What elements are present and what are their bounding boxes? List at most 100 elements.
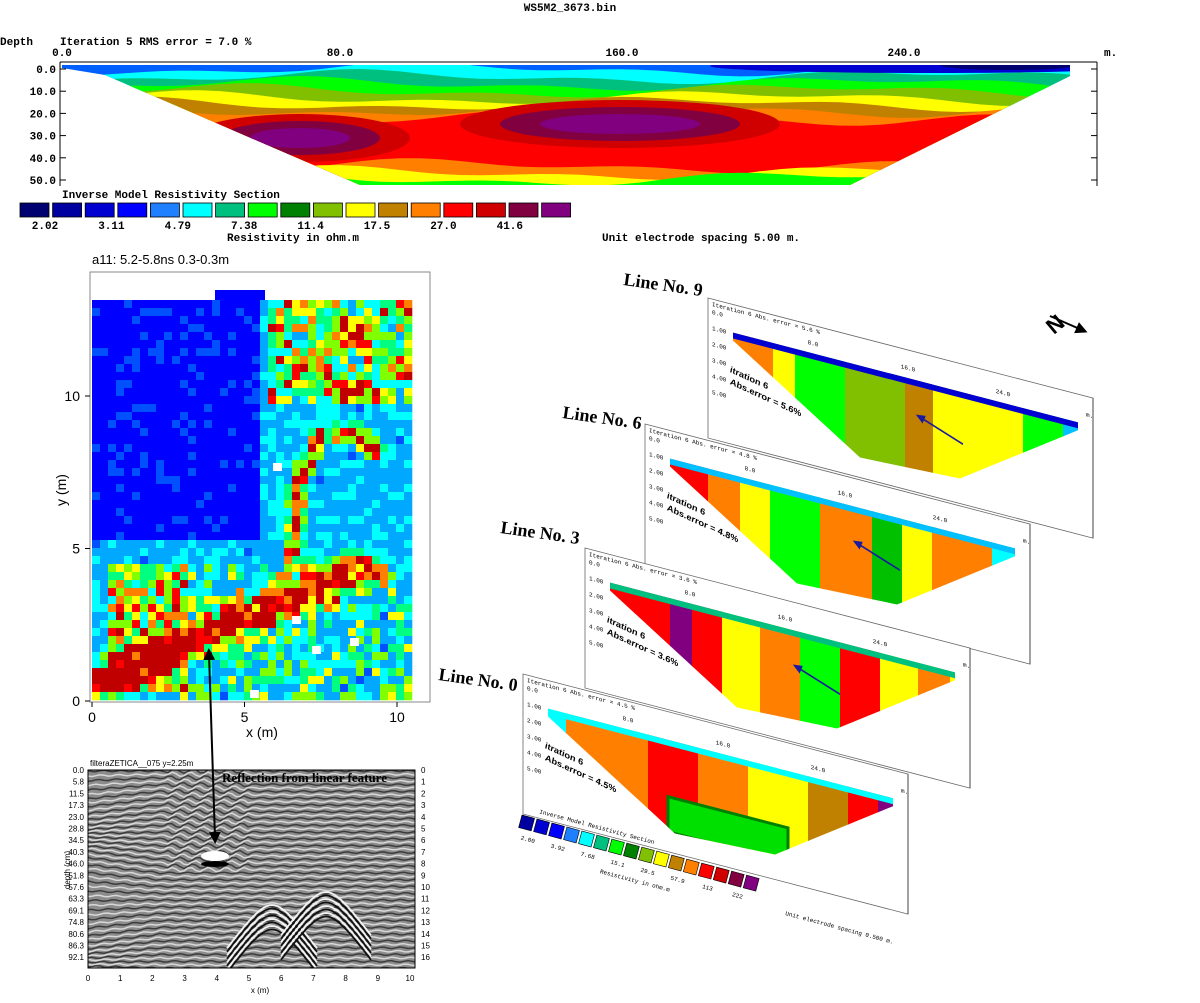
slice-cell [324,388,333,397]
slice-cell [148,356,157,365]
slice-cell [332,628,341,637]
slice-cell [220,308,229,317]
iteration-text: Iteration 5 RMS error = 7.0 % [60,37,252,49]
slice-cell [332,300,341,309]
slice-cell [172,500,181,509]
slice-cell [92,676,101,685]
slice-cell [140,580,149,589]
slice-cell [276,668,285,677]
slice-cell [220,452,229,461]
slice-cell [92,572,101,581]
slice-cell [388,308,397,317]
slice-cell [172,372,181,381]
slice-cell [276,572,285,581]
slice-cell [372,500,381,509]
slice-cell [380,444,389,453]
slice-cell [308,652,317,661]
slice-cell [140,668,149,677]
slice-cell [348,516,357,525]
slice-cell [220,444,229,453]
slice-cell [396,364,405,373]
slice-cell [380,356,389,365]
slice-cell [260,308,269,317]
slice-cell [236,340,245,349]
slice-cell [116,316,125,325]
slice-cell [228,324,237,333]
slice-cell [276,396,285,405]
slice-cell [196,676,205,685]
slice-cell [404,356,413,365]
slice-cell [388,300,397,309]
slice-cell [332,676,341,685]
slice-cell [164,604,173,613]
slice-cell [116,340,125,349]
slice-cell [92,356,101,365]
slice-cell [180,476,189,485]
slice-cell [372,332,381,341]
x-tick-label: 160.0 [605,48,638,60]
slice-cell [148,692,157,701]
slice-cell [100,588,109,597]
panel-x-tick: 16.0 [901,363,916,374]
slice-cell [180,692,189,701]
slice-cell [140,388,149,397]
slice-cell [300,572,309,581]
slice-cell [348,588,357,597]
slice-cell [268,420,277,429]
slice-cell [156,380,165,389]
slice-cell [316,484,325,493]
slice-cell [404,548,413,557]
slice-cell [172,348,181,357]
slice-cell [300,548,309,557]
slice-cell [404,444,413,453]
slice-cell [284,452,293,461]
slice-cell [276,684,285,693]
slice-cell [300,612,309,621]
slice-cell [284,516,293,525]
slice-cell [215,290,265,302]
slice-cell [204,300,213,309]
panel-depth-tick: 5.00 [649,515,664,526]
slice-cell [236,660,245,669]
slice-cell [260,492,269,501]
slice-cell [388,636,397,645]
reflection-line [88,898,415,903]
slice-cell [188,508,197,517]
slice-cell [300,524,309,533]
slice-cell [284,572,293,581]
slice-cell [348,428,357,437]
slice-cell [212,644,221,653]
slice-cell [332,604,341,613]
slice-cell [252,668,261,677]
slice-cell [244,420,253,429]
slice-cell [100,668,109,677]
slice-cell [268,508,277,517]
slice-cell [332,364,341,373]
slice-cell [100,684,109,693]
slice-cell [372,372,381,381]
slice-cell [244,620,253,629]
slice-cell [212,604,221,613]
slice-cell [196,500,205,509]
slice-cell [300,324,309,333]
slice-cell [140,628,149,637]
slice-cell [308,564,317,573]
slice-cell [172,580,181,589]
slice-cell [172,484,181,493]
slice-cell [300,348,309,357]
slice-cell [124,412,133,421]
slice-cell [196,668,205,677]
slice-cell [156,348,165,357]
slice-cell [292,492,301,501]
panel-depth-tick: 0.0 [712,309,723,319]
slice-cell [148,452,157,461]
slice-cell [100,540,109,549]
legend-swatch [84,202,115,218]
slice-cell [364,612,373,621]
slice-cell [220,548,229,557]
slice-cell [372,652,381,661]
slice-cell [356,572,365,581]
slice-cell [316,556,325,565]
slice-cell [268,460,277,469]
slice-cell [212,692,221,701]
